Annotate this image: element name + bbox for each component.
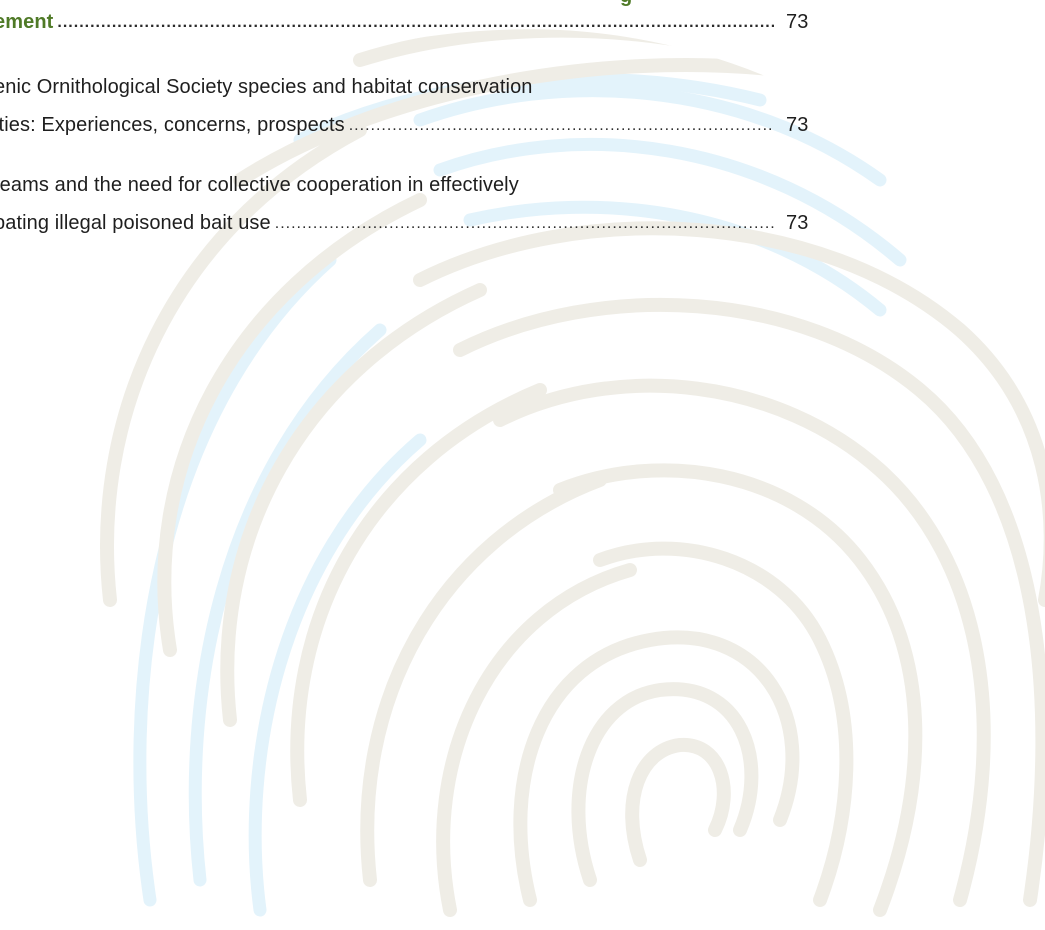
toc-page-number: 73	[786, 212, 809, 234]
leader-dots: ........................................…	[348, 117, 774, 134]
toc-entry-title: ities: Experiences, concerns, prospects	[0, 114, 345, 136]
leader-dots: ........................................…	[274, 215, 774, 232]
toc-page-number: 73	[786, 11, 809, 33]
toc-heading-text: ement	[0, 11, 54, 33]
heading-top-fragment: g	[620, 0, 632, 6]
toc-section-heading[interactable]: ement ..................................…	[0, 8, 816, 36]
leader-dots: ........................................…	[57, 14, 774, 31]
toc-entry-2-line-1[interactable]: teams and the need for collective cooper…	[0, 171, 816, 199]
toc-entry-2-line-2[interactable]: pating illegal poisoned bait use .......…	[0, 209, 816, 237]
fingerprint-icon	[100, 29, 1045, 917]
toc-page-number: 73	[786, 114, 809, 136]
toc-entry-title: pating illegal poisoned bait use	[0, 212, 271, 234]
toc-entry-title: enic Ornithological Society species and …	[0, 76, 533, 98]
toc-entry-1-line-2[interactable]: ities: Experiences, concerns, prospects …	[0, 111, 816, 139]
toc-entry-title: teams and the need for collective cooper…	[0, 174, 519, 196]
toc-entry-1-line-1[interactable]: enic Ornithological Society species and …	[0, 73, 816, 101]
